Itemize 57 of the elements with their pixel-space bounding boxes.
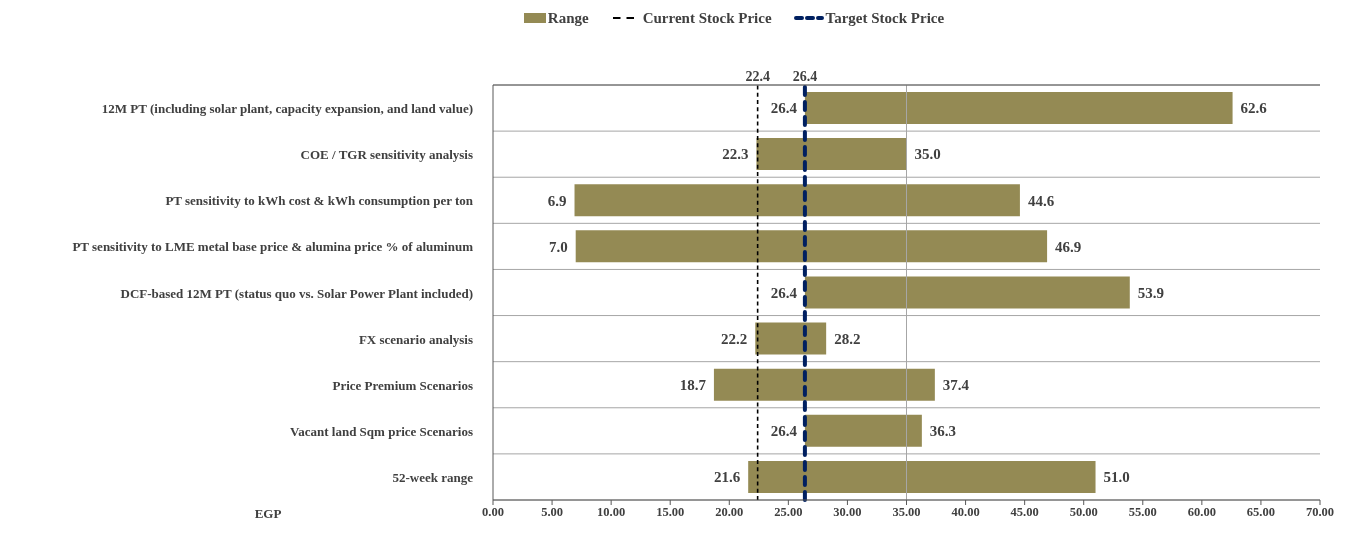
x-tick-label: 50.00 bbox=[1069, 504, 1098, 519]
y-tick-label: FX scenario analysis bbox=[358, 331, 473, 347]
annotation: 7.0 bbox=[548, 238, 568, 255]
x-tick-label: 35.00 bbox=[892, 504, 921, 519]
x-tick-label: 10.00 bbox=[597, 504, 626, 519]
annotation: 51.0 bbox=[1103, 469, 1130, 486]
annotation: 26.4 bbox=[770, 284, 798, 301]
y-tick-label: DCF-based 12M PT (status quo vs. Solar Power Plant included) bbox=[120, 285, 473, 301]
annotation: 36.3 bbox=[929, 423, 957, 440]
bar bbox=[713, 368, 935, 401]
annotation: 21.6 bbox=[713, 469, 741, 486]
x-tick-label: 25.00 bbox=[774, 504, 803, 519]
y-tick-label: Vacant land Sqm price Scenarios bbox=[290, 423, 473, 439]
bar bbox=[574, 184, 1020, 217]
annotation: 28.2 bbox=[834, 330, 861, 347]
x-tick-label: 30.00 bbox=[833, 504, 862, 519]
annotation: 6.9 bbox=[547, 192, 567, 209]
bar bbox=[756, 138, 907, 171]
text: 22.4 bbox=[745, 69, 770, 84]
annotation: 22.3 bbox=[722, 146, 749, 163]
legend-label: Current Stock Price bbox=[642, 9, 772, 27]
legend-label: Target Stock Price bbox=[825, 9, 945, 27]
y-tick-label: Price Premium Scenarios bbox=[332, 377, 473, 393]
x-tick-label: 70.00 bbox=[1305, 504, 1335, 519]
legend-label: Range bbox=[547, 9, 589, 27]
bar bbox=[804, 92, 1233, 124]
text: 26.4 bbox=[792, 69, 818, 84]
x-tick-label: 0.00 bbox=[482, 504, 504, 519]
x-tick-label: 15.00 bbox=[656, 504, 685, 519]
x-tick-label: 45.00 bbox=[1010, 504, 1039, 519]
bar bbox=[804, 276, 1130, 309]
y-tick-label: COE / TGR sensitivity analysis bbox=[300, 147, 473, 163]
x-tick-label: 40.00 bbox=[951, 504, 980, 519]
x-tick-label: 55.00 bbox=[1128, 504, 1157, 519]
annotation: 35.0 bbox=[914, 146, 941, 163]
y-tick-label: 52-week range bbox=[392, 469, 474, 485]
annotation: 26.4 bbox=[770, 100, 798, 117]
annotation: 62.6 bbox=[1240, 100, 1268, 117]
y-tick-label: 12M PT (including solar plant, capacity expansion, and land value) bbox=[101, 101, 473, 117]
bar bbox=[575, 230, 1048, 263]
y-tick-label: PT sensitivity to LME metal base price & alumina price % of aluminum bbox=[72, 239, 474, 255]
annotation: 46.9 bbox=[1055, 238, 1082, 255]
annotation: 44.6 bbox=[1027, 192, 1055, 209]
annotation: 18.7 bbox=[679, 377, 707, 394]
bar bbox=[748, 460, 1096, 493]
bar bbox=[804, 414, 922, 447]
x-tick-label: 5.00 bbox=[541, 504, 564, 519]
x-tick-label: 20.00 bbox=[715, 504, 744, 519]
bar bbox=[755, 322, 827, 355]
x-tick-label: 65.00 bbox=[1246, 504, 1275, 519]
annotation: 37.4 bbox=[942, 377, 970, 394]
x-axis-title: EGP bbox=[253, 506, 283, 522]
annotation: 53.9 bbox=[1137, 284, 1165, 301]
annotation: 22.2 bbox=[721, 330, 748, 347]
annotation: 26.4 bbox=[770, 423, 798, 440]
x-tick-label: 60.00 bbox=[1187, 504, 1216, 519]
y-tick-label: PT sensitivity to kWh cost & kWh consumption per ton bbox=[165, 193, 474, 209]
